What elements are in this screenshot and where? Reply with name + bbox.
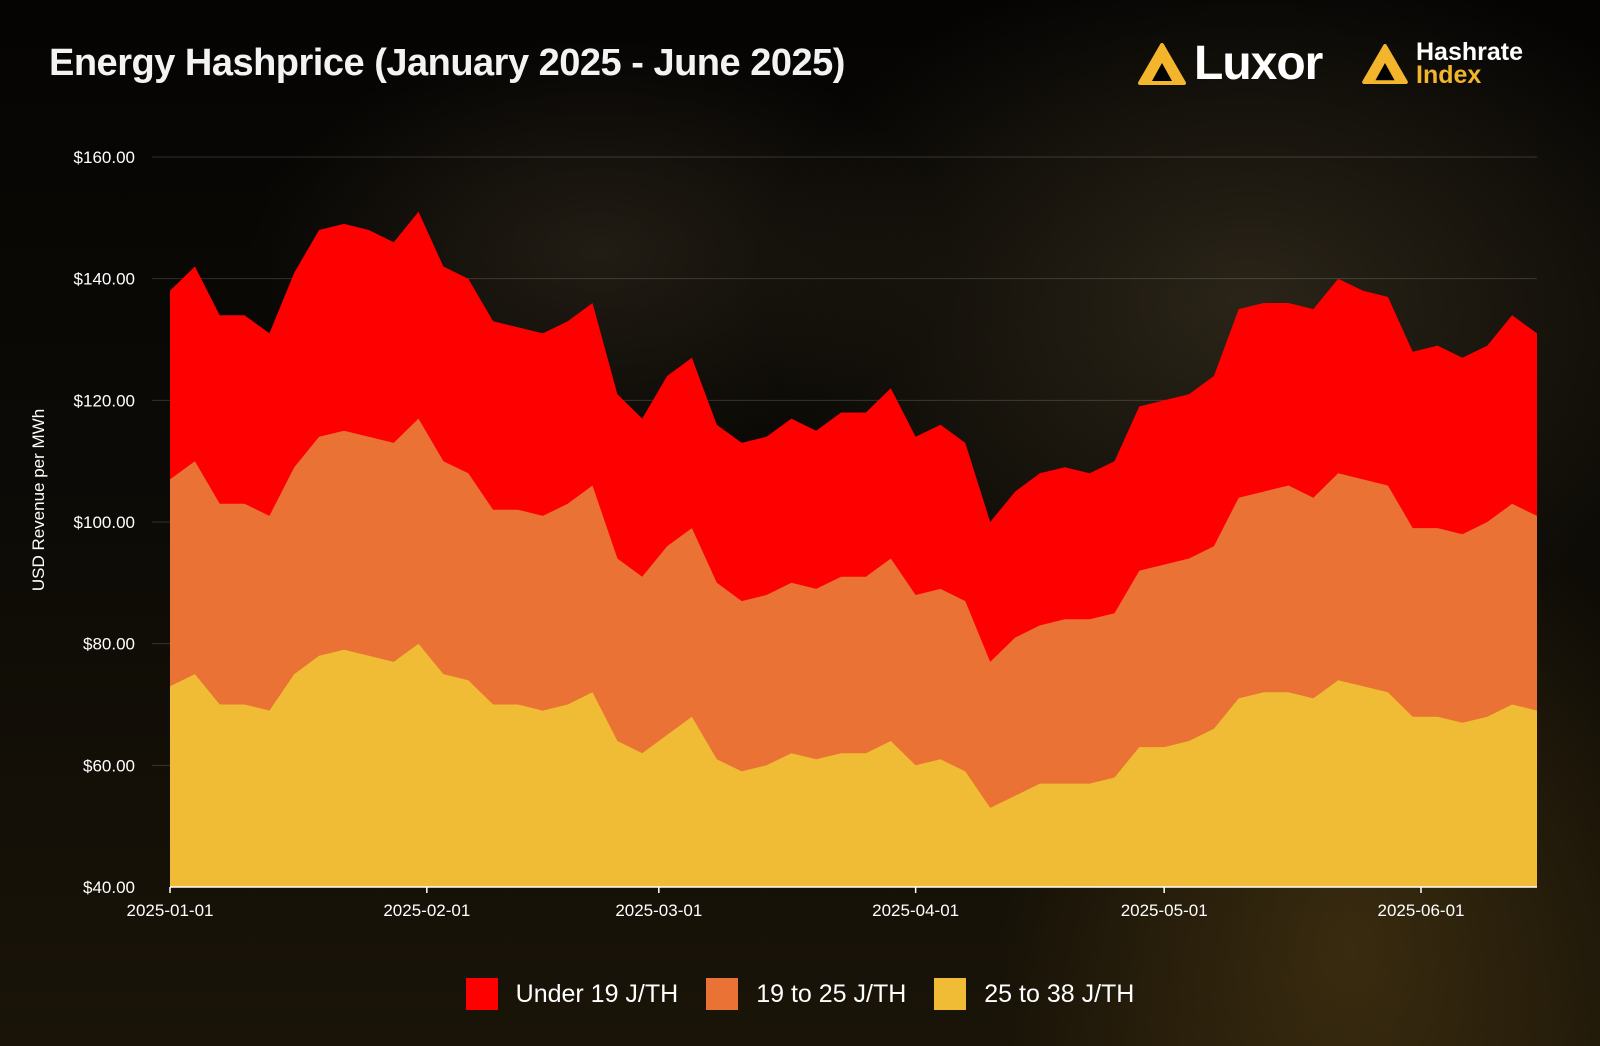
legend-item: Under 19 J/TH — [465, 978, 679, 1010]
legend-swatch — [934, 978, 967, 1010]
x-tick-label: 2025-06-01 — [1378, 901, 1465, 920]
x-tick-label: 2025-04-01 — [872, 901, 959, 920]
hashrate-index-logo-icon — [1362, 44, 1408, 84]
x-tick-label: 2025-03-01 — [615, 901, 702, 920]
luxor-logo: Luxor — [1138, 37, 1323, 90]
luxor-wordmark: Luxor — [1194, 37, 1323, 90]
y-tick-label: $140.00 — [74, 270, 135, 289]
x-tick-label: 2025-05-01 — [1121, 901, 1208, 920]
legend-label: Under 19 J/TH — [515, 979, 679, 1008]
luxor-logo-icon — [1138, 43, 1186, 85]
y-tick-label: $100.00 — [74, 513, 135, 532]
x-tick-label: 2025-01-01 — [127, 901, 214, 920]
legend-label: 19 to 25 J/TH — [756, 979, 907, 1008]
legend-item: 19 to 25 J/TH — [706, 978, 906, 1010]
x-tick-label: 2025-02-01 — [383, 901, 470, 920]
y-tick-label: $60.00 — [83, 756, 135, 775]
legend-swatch — [706, 978, 739, 1010]
legend-item: 25 to 38 J/TH — [934, 978, 1134, 1010]
legend-swatch — [465, 978, 498, 1010]
y-tick-label: $80.00 — [83, 635, 135, 654]
hashrate-index-line2: Index — [1416, 61, 1482, 89]
y-axis-label: USD Revenue per MWh — [29, 409, 48, 591]
y-tick-label: $120.00 — [74, 391, 135, 410]
x-axis-ticks: 2025-01-01 2025-02-01 2025-03-01 2025-04-01… — [127, 887, 1465, 920]
legend: Under 19 J/TH 19 to 25 J/TH 25 to 38 J/TH — [0, 978, 1600, 1010]
y-axis-ticks: $40.00 $60.00 $80.00 $100.00 $120.00 $140.00 $… — [74, 148, 135, 897]
hashrate-index-line1: Hashrate — [1416, 38, 1523, 66]
chart-title: Energy Hashprice (January 2025 - June 20… — [49, 42, 845, 84]
y-tick-label: $40.00 — [83, 878, 135, 897]
legend-label: 25 to 38 J/TH — [984, 979, 1135, 1008]
area-series — [170, 211, 1537, 888]
area-series-2 — [170, 643, 1537, 887]
hashrate-index-logo: Hashrate Index — [1362, 40, 1523, 88]
y-tick-label: $160.00 — [74, 148, 135, 167]
